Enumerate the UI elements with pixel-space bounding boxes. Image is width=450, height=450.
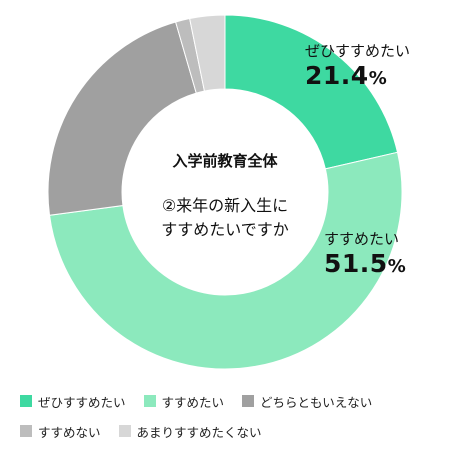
data-label-unit: %: [368, 68, 388, 89]
data-label-recommend: すすめたい 51.5%: [324, 228, 406, 278]
legend-label: すすめたい: [161, 394, 225, 410]
legend-swatch: [118, 425, 131, 437]
slice-neutral: [47, 21, 197, 216]
legend-label: すすめない: [38, 424, 101, 440]
legend-item-rather-not-recommend: あまりすすめたくない: [118, 422, 262, 441]
slice-strongly-recommend: [224, 14, 399, 170]
legend-item-recommend: すすめたい: [143, 392, 225, 411]
chart-title: 入学前教育全体: [172, 152, 278, 170]
data-label-unit: %: [387, 256, 407, 277]
legend: ぜひすすめたい すすめたい どちらともいえない すすめない あまりすすめたくない: [20, 386, 450, 446]
slice-rather-not-recommend: [189, 14, 226, 92]
data-label-name: すすめたい: [324, 230, 400, 248]
legend-item-neutral: どちらともいえない: [242, 392, 372, 411]
legend-label: どちらともいえない: [260, 394, 373, 410]
legend-swatch: [242, 395, 255, 407]
data-label-strongly-recommend: ぜひすすめたい 21.4%: [305, 40, 410, 90]
chart-subtitle-line-2: すすめたいですか: [161, 220, 289, 239]
data-label-value: 21.4: [305, 61, 369, 90]
legend-item-strongly-recommend: ぜひすすめたい: [20, 392, 126, 411]
legend-swatch: [143, 395, 156, 407]
data-label-value: 51.5: [324, 249, 388, 278]
legend-swatch: [20, 425, 32, 437]
legend-swatch: [20, 395, 32, 407]
slice-recommend: [48, 151, 403, 370]
data-label-name: ぜひすすめたい: [305, 42, 411, 60]
donut-chart: [47, 14, 403, 370]
legend-label: あまりすすめたくない: [136, 424, 262, 440]
chart-subtitle-line-1: ②来年の新入生に: [161, 196, 289, 215]
legend-label: ぜひすすめたい: [38, 394, 126, 410]
legend-item-not-recommend: すすめない: [20, 422, 101, 441]
